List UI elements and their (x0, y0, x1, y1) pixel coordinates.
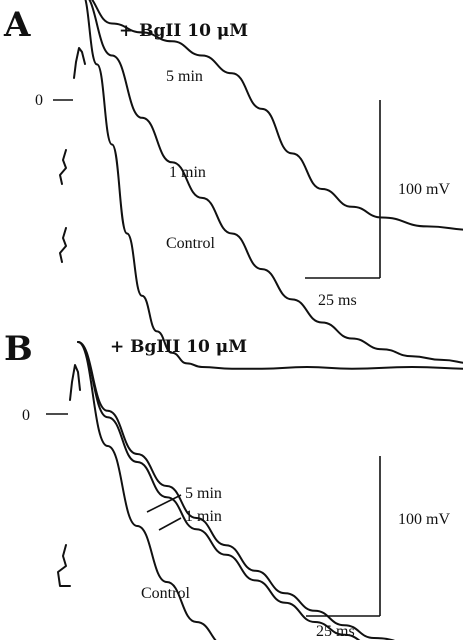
panel-a-label-1min: 1 min (169, 164, 206, 181)
panel-a-trace-1-min (88, 0, 463, 364)
panel-b-trace-control (77, 341, 217, 640)
panel-b-leader-5min (146, 494, 182, 513)
panel-a-title: + BgII 10 μM (119, 21, 248, 41)
panel-b-trace-1-min (77, 341, 361, 640)
panel-a-stimulus-artifact-2 (59, 227, 67, 263)
panel-b-stimulus-artifact (57, 544, 71, 587)
panel-a-traces (84, 0, 463, 370)
panel-b-traces (77, 341, 395, 640)
panel-a-trace-5-min (91, 0, 463, 231)
panel-b-label-5min: 5 min (185, 485, 222, 502)
panel-b: B + BgIII 10 μM 0 5 min 1 min Control 10… (4, 329, 450, 640)
panel-b-trace-5-min (77, 341, 395, 640)
panel-a-stimulus-artifact-1 (59, 149, 67, 185)
panel-a: A + BgII 10 μM 0 5 min 1 min Control 100… (3, 0, 463, 370)
panel-b-letter: B (4, 329, 33, 369)
panel-a-trace-control (84, 0, 463, 370)
panel-b-label-control: Control (141, 585, 190, 602)
panel-a-voltage-scale-label: 100 mV (398, 181, 450, 198)
panel-b-voltage-scale-label: 100 mV (398, 511, 450, 528)
panel-a-upstroke (73, 47, 86, 79)
panel-b-time-scale-label: 25 ms (316, 623, 355, 640)
panel-b-zero-label: 0 (22, 407, 30, 424)
panel-b-upstroke (69, 364, 81, 401)
panel-b-label-1min: 1 min (185, 508, 222, 525)
panel-b-leader-1min (158, 517, 182, 531)
panel-a-time-scale-label: 25 ms (318, 292, 357, 309)
panel-b-title: + BgIII 10 μM (110, 337, 247, 357)
panel-a-label-control: Control (166, 235, 215, 252)
panel-a-letter: A (3, 5, 31, 45)
panel-a-label-5min: 5 min (166, 68, 203, 85)
panel-a-zero-label: 0 (35, 92, 43, 109)
